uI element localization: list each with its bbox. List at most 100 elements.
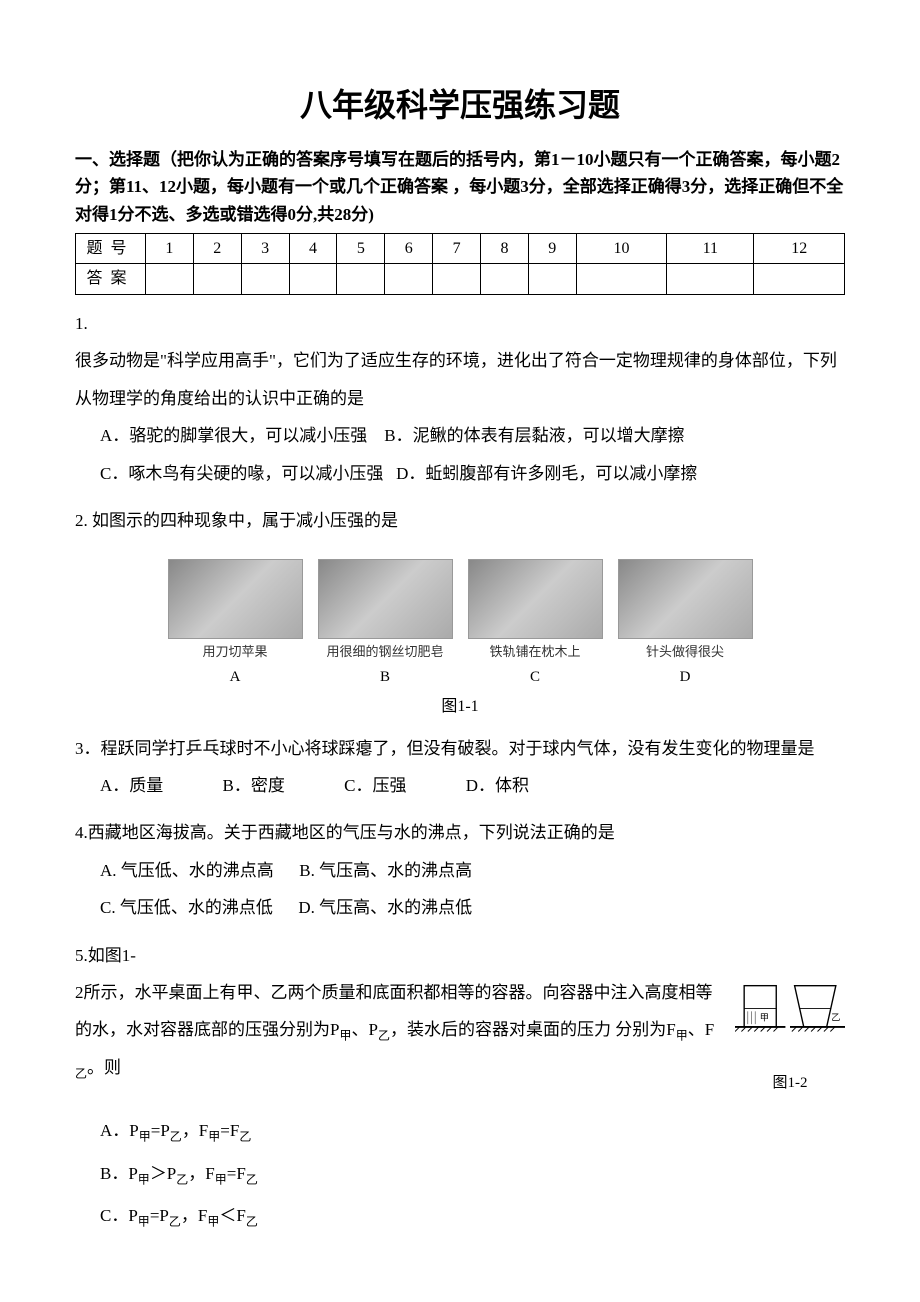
table-row-answers: 答案 xyxy=(76,264,845,295)
q2-text: 如图示的四种现象中，属于减小压强的是 xyxy=(92,511,398,530)
fig-c-label: C xyxy=(468,665,603,689)
page-title: 八年级科学压强练习题 xyxy=(75,80,845,131)
q3-text: 程跃同学打乒乓球时不小心将球踩瘪了，但没有破裂。对于球内气体，没有发生变化的物理… xyxy=(101,739,815,758)
q3-opt-a: A．质量 xyxy=(100,767,163,804)
question-4: 4.西藏地区海拔高。关于西藏地区的气压与水的沸点，下列说法正确的是 A. 气压低… xyxy=(75,814,845,926)
q3-opt-d: D．体积 xyxy=(466,767,529,804)
svg-text:甲: 甲 xyxy=(760,1013,769,1023)
q5-num: 5. xyxy=(75,946,88,965)
answer-cell[interactable] xyxy=(289,264,337,295)
question-5: 5.如图1- 甲 xyxy=(75,937,845,1238)
q2-fig-b: 用很细的钢丝切肥皂 B xyxy=(318,559,453,689)
answer-cell[interactable] xyxy=(754,264,845,295)
q5-text7: 、F xyxy=(688,1020,714,1039)
col-num: 1 xyxy=(146,233,194,264)
q1-options: A．骆驼的脚掌很大，可以减小压强 B．泥鳅的体表有层黏液，可以增大摩擦 C．啄木… xyxy=(75,417,845,492)
fig-c-img xyxy=(468,559,603,639)
header-label: 题号 xyxy=(76,233,146,264)
q5-body: 5.如图1- 甲 xyxy=(75,937,845,1087)
col-num: 10 xyxy=(576,233,666,264)
q1-num: 1. xyxy=(75,314,88,333)
col-num: 8 xyxy=(481,233,529,264)
q2-fig-title: 图1-1 xyxy=(75,694,845,720)
q5-text1: 如图1- xyxy=(88,946,136,965)
col-num: 3 xyxy=(241,233,289,264)
q1-opt-a: A．骆驼的脚掌很大，可以减小压强 xyxy=(100,426,367,445)
fig-c-cap: 铁轨铺在枕木上 xyxy=(468,642,603,663)
answer-cell[interactable] xyxy=(337,264,385,295)
q5-opt-c: C．P甲=P乙，F甲＜F乙 xyxy=(100,1195,845,1238)
answer-cell[interactable] xyxy=(667,264,754,295)
fig-d-cap: 针头做得很尖 xyxy=(618,642,753,663)
q3-body: 3．程跃同学打乒乓球时不小心将球踩瘪了，但没有破裂。对于球内气体，没有发生变化的… xyxy=(75,730,845,767)
q1-opt-d: D．蚯蚓腹部有许多刚毛，可以减小摩擦 xyxy=(396,464,697,483)
answer-cell[interactable] xyxy=(241,264,289,295)
fig-a-label: A xyxy=(168,665,303,689)
q4-opt-d: D. 气压高、水的沸点低 xyxy=(298,898,472,917)
answer-table: 题号 1 2 3 4 5 6 7 8 9 10 11 12 答案 xyxy=(75,233,845,295)
fig-b-label: B xyxy=(318,665,453,689)
q5-opt-a: A．P甲=P乙，F甲=F乙 xyxy=(100,1110,845,1153)
q5-options: A．P甲=P乙，F甲=F乙 B．P甲＞P乙，F甲=F乙 C．P甲=P乙，F甲＜F… xyxy=(75,1110,845,1238)
answer-cell[interactable] xyxy=(528,264,576,295)
answer-cell[interactable] xyxy=(193,264,241,295)
sub-yi: 乙 xyxy=(378,1029,390,1043)
answer-cell[interactable] xyxy=(385,264,433,295)
col-num: 2 xyxy=(193,233,241,264)
col-num: 5 xyxy=(337,233,385,264)
question-2: 2. 如图示的四种现象中，属于减小压强的是 用刀切苹果 A 用很细的钢丝切肥皂 … xyxy=(75,502,845,720)
q2-num: 2. xyxy=(75,511,88,530)
sub-yi2: 乙 xyxy=(75,1067,87,1081)
sub-jia2: 甲 xyxy=(676,1029,688,1043)
q5-text4: ，装水后的容器对桌面的压力 xyxy=(390,1020,611,1039)
q2-fig-a: 用刀切苹果 A xyxy=(168,559,303,689)
answer-cell[interactable] xyxy=(146,264,194,295)
col-num: 9 xyxy=(528,233,576,264)
question-1: 1. 很多动物是"科学应用高手"，它们为了适应生存的环境，进化出了符合一定物理规… xyxy=(75,305,845,492)
q4-opt-a: A. 气压低、水的沸点高 xyxy=(100,861,274,880)
svg-text:乙: 乙 xyxy=(831,1013,840,1023)
col-num: 4 xyxy=(289,233,337,264)
fig-d-img xyxy=(618,559,753,639)
answer-label: 答案 xyxy=(76,264,146,295)
q3-opt-c: C．压强 xyxy=(344,767,406,804)
sub-jia: 甲 xyxy=(339,1029,351,1043)
q2-body: 2. 如图示的四种现象中，属于减小压强的是 xyxy=(75,502,845,539)
q3-options: A．质量 B．密度 C．压强 D．体积 xyxy=(75,767,845,804)
q5-opt-b: B．P甲＞P乙，F甲=F乙 xyxy=(100,1153,845,1196)
q4-opt-b: B. 气压高、水的沸点高 xyxy=(299,861,472,880)
q5-text6: 为F xyxy=(649,1020,675,1039)
answer-cell[interactable] xyxy=(481,264,529,295)
q2-figures: 用刀切苹果 A 用很细的钢丝切肥皂 B 铁轨铺在枕木上 C 针头做得很尖 D xyxy=(75,559,845,689)
q4-options: A. 气压低、水的沸点高 B. 气压高、水的沸点高 C. 气压低、水的沸点低 D… xyxy=(75,852,845,927)
containers-diagram-icon: 甲 乙 xyxy=(735,974,845,1034)
section-instructions: 一、选择题（把你认为正确的答案序号填写在题后的括号内，第1－10小题只有一个正确… xyxy=(75,146,845,228)
q3-opt-b: B．密度 xyxy=(223,767,285,804)
answer-cell[interactable] xyxy=(433,264,481,295)
fig-a-cap: 用刀切苹果 xyxy=(168,642,303,663)
q1-opt-c: C．啄木鸟有尖硬的喙，可以减小压强 xyxy=(100,464,383,483)
col-num: 11 xyxy=(667,233,754,264)
q5-text5: 分别 xyxy=(615,1020,649,1039)
fig-b-cap: 用很细的钢丝切肥皂 xyxy=(318,642,453,663)
table-row-header: 题号 1 2 3 4 5 6 7 8 9 10 11 12 xyxy=(76,233,845,264)
q5-figure-block: 甲 乙 图1-2 xyxy=(735,974,845,1100)
col-num: 6 xyxy=(385,233,433,264)
q1-text: 很多动物是"科学应用高手"，它们为了适应生存的环境，进化出了符合一定物理规律的身… xyxy=(75,351,837,407)
q3-num: 3． xyxy=(75,739,101,758)
q5-text3: 、P xyxy=(351,1020,377,1039)
answer-cell[interactable] xyxy=(576,264,666,295)
q2-fig-c: 铁轨铺在枕木上 C xyxy=(468,559,603,689)
q5-fig-caption: 图1-2 xyxy=(735,1067,845,1100)
fig-b-img xyxy=(318,559,453,639)
q2-fig-d: 针头做得很尖 D xyxy=(618,559,753,689)
col-num: 7 xyxy=(433,233,481,264)
q5-text8: 。则 xyxy=(87,1058,121,1077)
fig-d-label: D xyxy=(618,665,753,689)
question-3: 3．程跃同学打乒乓球时不小心将球踩瘪了，但没有破裂。对于球内气体，没有发生变化的… xyxy=(75,730,845,805)
q4-body: 4.西藏地区海拔高。关于西藏地区的气压与水的沸点，下列说法正确的是 xyxy=(75,814,845,851)
col-num: 12 xyxy=(754,233,845,264)
q1-body: 1. 很多动物是"科学应用高手"，它们为了适应生存的环境，进化出了符合一定物理规… xyxy=(75,305,845,417)
fig-a-img xyxy=(168,559,303,639)
q4-text: 西藏地区海拔高。关于西藏地区的气压与水的沸点，下列说法正确的是 xyxy=(88,823,615,842)
